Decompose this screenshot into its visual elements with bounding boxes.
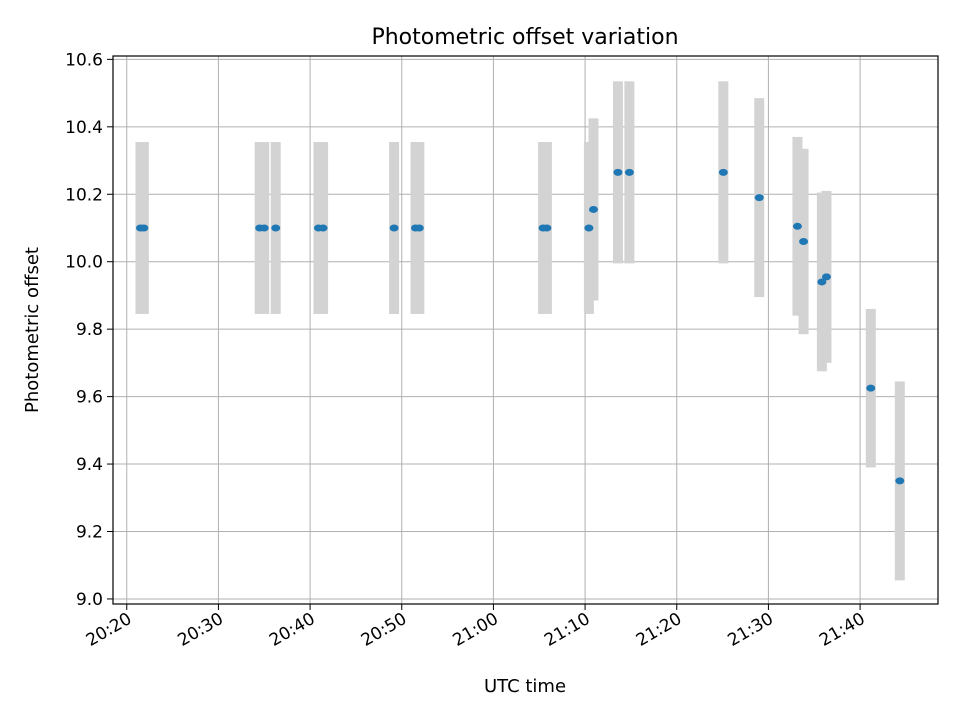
x-tick-label: 20:40 (266, 609, 318, 651)
plot-frame (112, 55, 939, 605)
y-tick-label: 10.2 (65, 185, 103, 205)
data-point (318, 224, 328, 232)
y-tick-label: 9.2 (76, 522, 103, 542)
x-axis-label: UTC time (484, 676, 566, 697)
y-tick-label: 10.4 (65, 118, 103, 138)
data-point (866, 384, 876, 392)
data-point (271, 224, 281, 232)
x-tick-label: 21:20 (633, 609, 685, 651)
data-point (389, 224, 399, 232)
data-point (718, 168, 728, 176)
data-point (754, 194, 764, 202)
data-point (588, 205, 598, 213)
data-point (895, 477, 905, 485)
chart-title: Photometric offset variation (371, 25, 678, 50)
y-axis-ticks: 9.0 9.2 9.4 9.6 9.8 10.0 10.2 10.4 10.6 (65, 50, 113, 610)
data-point (799, 237, 809, 245)
data-point (259, 224, 269, 232)
x-tick-label: 21:40 (816, 609, 868, 651)
x-tick-label: 21:10 (541, 609, 593, 651)
data-point (613, 168, 623, 176)
data-point (584, 224, 594, 232)
y-tick-label: 10.0 (65, 253, 103, 273)
x-tick-label: 20:30 (174, 609, 226, 651)
data-point (139, 224, 149, 232)
y-tick-label: 9.0 (76, 590, 103, 610)
y-tick-label: 10.6 (65, 50, 103, 70)
grid-lines (113, 56, 938, 604)
data-point (792, 222, 802, 230)
data-point (542, 224, 552, 232)
x-tick-label: 21:00 (449, 609, 501, 651)
y-axis-label: Photometric offset (22, 247, 43, 413)
x-tick-label: 20:50 (358, 609, 410, 651)
data-point (624, 168, 634, 176)
data-points (136, 168, 905, 485)
x-tick-label: 20:20 (83, 609, 135, 651)
data-point (414, 224, 424, 232)
x-tick-label: 21:30 (724, 609, 776, 651)
y-tick-label: 9.6 (76, 388, 103, 408)
y-tick-label: 9.8 (76, 320, 103, 340)
data-point (817, 278, 827, 286)
x-axis-ticks: 20:20 20:30 20:40 20:50 21:00 21:10 21:20 21:30… (83, 604, 869, 651)
error-bars (135, 81, 905, 581)
y-tick-label: 9.4 (76, 455, 103, 475)
data-point (821, 273, 831, 281)
